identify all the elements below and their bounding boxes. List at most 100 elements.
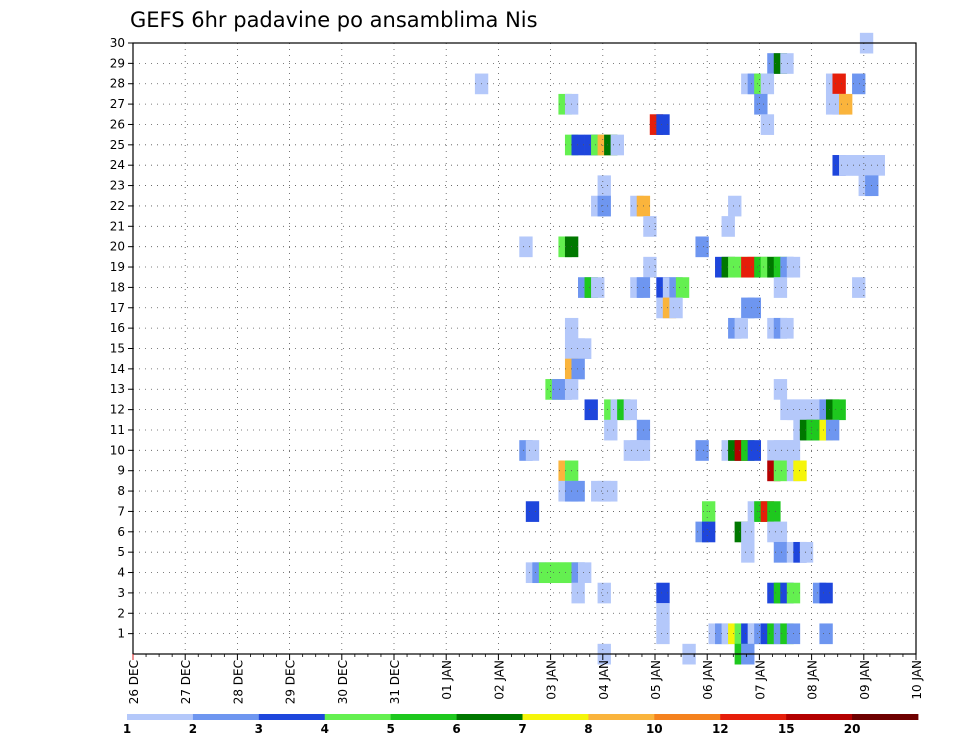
colorbar-swatch — [522, 714, 589, 720]
y-tick-label: 25 — [110, 138, 125, 152]
heatmap-cell — [656, 114, 670, 135]
heatmap-cell — [747, 440, 762, 461]
x-tick-label: 10 JAN — [910, 660, 924, 700]
colorbar-swatch — [588, 714, 655, 720]
heatmap-cell — [793, 460, 807, 482]
x-tick-label: 28 DEC — [231, 660, 245, 704]
y-tick-label: 19 — [110, 260, 125, 274]
y-tick-label: 26 — [110, 117, 125, 131]
heatmap-cell — [819, 582, 833, 604]
colorbar-swatch — [720, 714, 787, 720]
heatmap-cell — [584, 399, 598, 421]
y-tick-label: 18 — [110, 280, 125, 294]
heatmap-cell — [604, 480, 618, 502]
x-tick-label: 05 JAN — [649, 660, 663, 700]
x-tick-label: 03 JAN — [545, 660, 559, 700]
heatmap-cell — [656, 623, 670, 645]
x-tick-label: 29 DEC — [284, 660, 298, 704]
heatmap-cell — [773, 379, 788, 400]
heatmap-cell — [819, 623, 833, 645]
x-tick-label: 26 DEC — [127, 660, 141, 704]
colorbar-label: 10 — [646, 722, 663, 736]
x-tick-label: 27 DEC — [179, 660, 193, 704]
y-tick-label: 12 — [110, 403, 125, 417]
heatmap-cell — [701, 501, 716, 522]
y-axis: 1234567891011121314151617181920212223242… — [110, 36, 133, 641]
heatmap-cell — [591, 277, 605, 298]
heatmap-cell — [578, 562, 592, 584]
colorbar-swatch — [852, 714, 919, 720]
x-tick-label: 06 JAN — [701, 660, 715, 700]
heatmap-cell — [799, 541, 814, 563]
heatmap-cell — [852, 73, 866, 95]
y-tick-label: 27 — [110, 97, 125, 111]
y-tick-label: 7 — [117, 504, 125, 518]
heatmap-cell — [773, 277, 788, 298]
heatmap-cell — [701, 521, 716, 543]
y-tick-label: 5 — [117, 545, 125, 559]
x-tick-label: 08 JAN — [806, 660, 820, 700]
colorbar-label: 2 — [189, 722, 197, 736]
heatmap-cell — [610, 134, 624, 156]
heatmap-cell — [525, 440, 540, 461]
colorbar-swatch — [127, 714, 194, 720]
heatmap-cell — [623, 399, 638, 421]
heatmap-cell — [747, 297, 762, 319]
colorbar-swatch — [258, 714, 326, 720]
chart-title: GEFS 6hr padavine po ansamblima Nis — [130, 8, 538, 32]
y-tick-label: 14 — [110, 362, 125, 376]
y-tick-label: 2 — [117, 606, 125, 620]
heatmap-cell — [832, 73, 846, 95]
colorbar-label: 3 — [255, 722, 263, 736]
heatmap-cell — [675, 277, 690, 298]
heatmap-cell — [519, 236, 533, 258]
heatmap-cell — [656, 582, 670, 604]
heatmap-cell — [839, 93, 853, 115]
y-tick-label: 28 — [110, 77, 125, 91]
y-tick-label: 17 — [110, 301, 125, 315]
colorbar-label: 1 — [123, 722, 131, 736]
y-tick-label: 11 — [110, 423, 125, 437]
colorbar-swatch — [390, 714, 457, 720]
heatmap-cell — [780, 53, 794, 74]
y-tick-label: 16 — [110, 321, 125, 335]
x-tick-label: 01 JAN — [440, 660, 454, 700]
colorbar-swatch — [654, 714, 721, 720]
heatmap-cell — [741, 521, 755, 543]
heatmap-cell — [728, 195, 742, 217]
heatmap-cell — [695, 440, 709, 461]
heatmap-cell — [832, 399, 846, 421]
x-tick-label: 09 JAN — [858, 660, 872, 700]
heatmap-cell — [597, 175, 611, 197]
colorbar: 1 2 3 4 5 6 7 8 10 12 15 20 — [123, 714, 919, 736]
colorbar-swatch — [192, 714, 260, 720]
y-tick-label: 24 — [110, 158, 125, 172]
heatmap-cell — [773, 521, 788, 543]
heatmap-cell — [597, 195, 611, 217]
heatmap-cell — [721, 216, 735, 237]
y-tick-label: 8 — [117, 484, 125, 498]
heatmap-cell — [695, 236, 709, 258]
colorbar-label: 4 — [321, 722, 329, 736]
x-tick-label: 31 DEC — [388, 660, 402, 704]
colorbar-label: 7 — [518, 722, 526, 736]
heatmap-cell — [656, 603, 670, 624]
y-tick-label: 13 — [110, 382, 125, 396]
heatmap-cell — [734, 317, 748, 339]
y-tick-label: 21 — [110, 219, 125, 233]
colorbar-label: 8 — [584, 722, 592, 736]
heatmap-cell — [669, 297, 683, 319]
y-tick-label: 6 — [117, 525, 125, 539]
heatmap-cell — [604, 419, 618, 441]
heatmap-cell — [571, 134, 585, 156]
y-tick-label: 10 — [110, 443, 125, 457]
y-tick-label: 9 — [117, 464, 125, 478]
heatmap-cell — [852, 277, 866, 298]
y-tick-label: 30 — [110, 36, 125, 50]
colorbar-swatch — [786, 714, 853, 720]
x-tick-label: 02 JAN — [492, 660, 506, 700]
y-tick-label: 15 — [110, 342, 125, 356]
heatmap-cell — [825, 419, 840, 441]
y-tick-label: 3 — [117, 586, 125, 600]
